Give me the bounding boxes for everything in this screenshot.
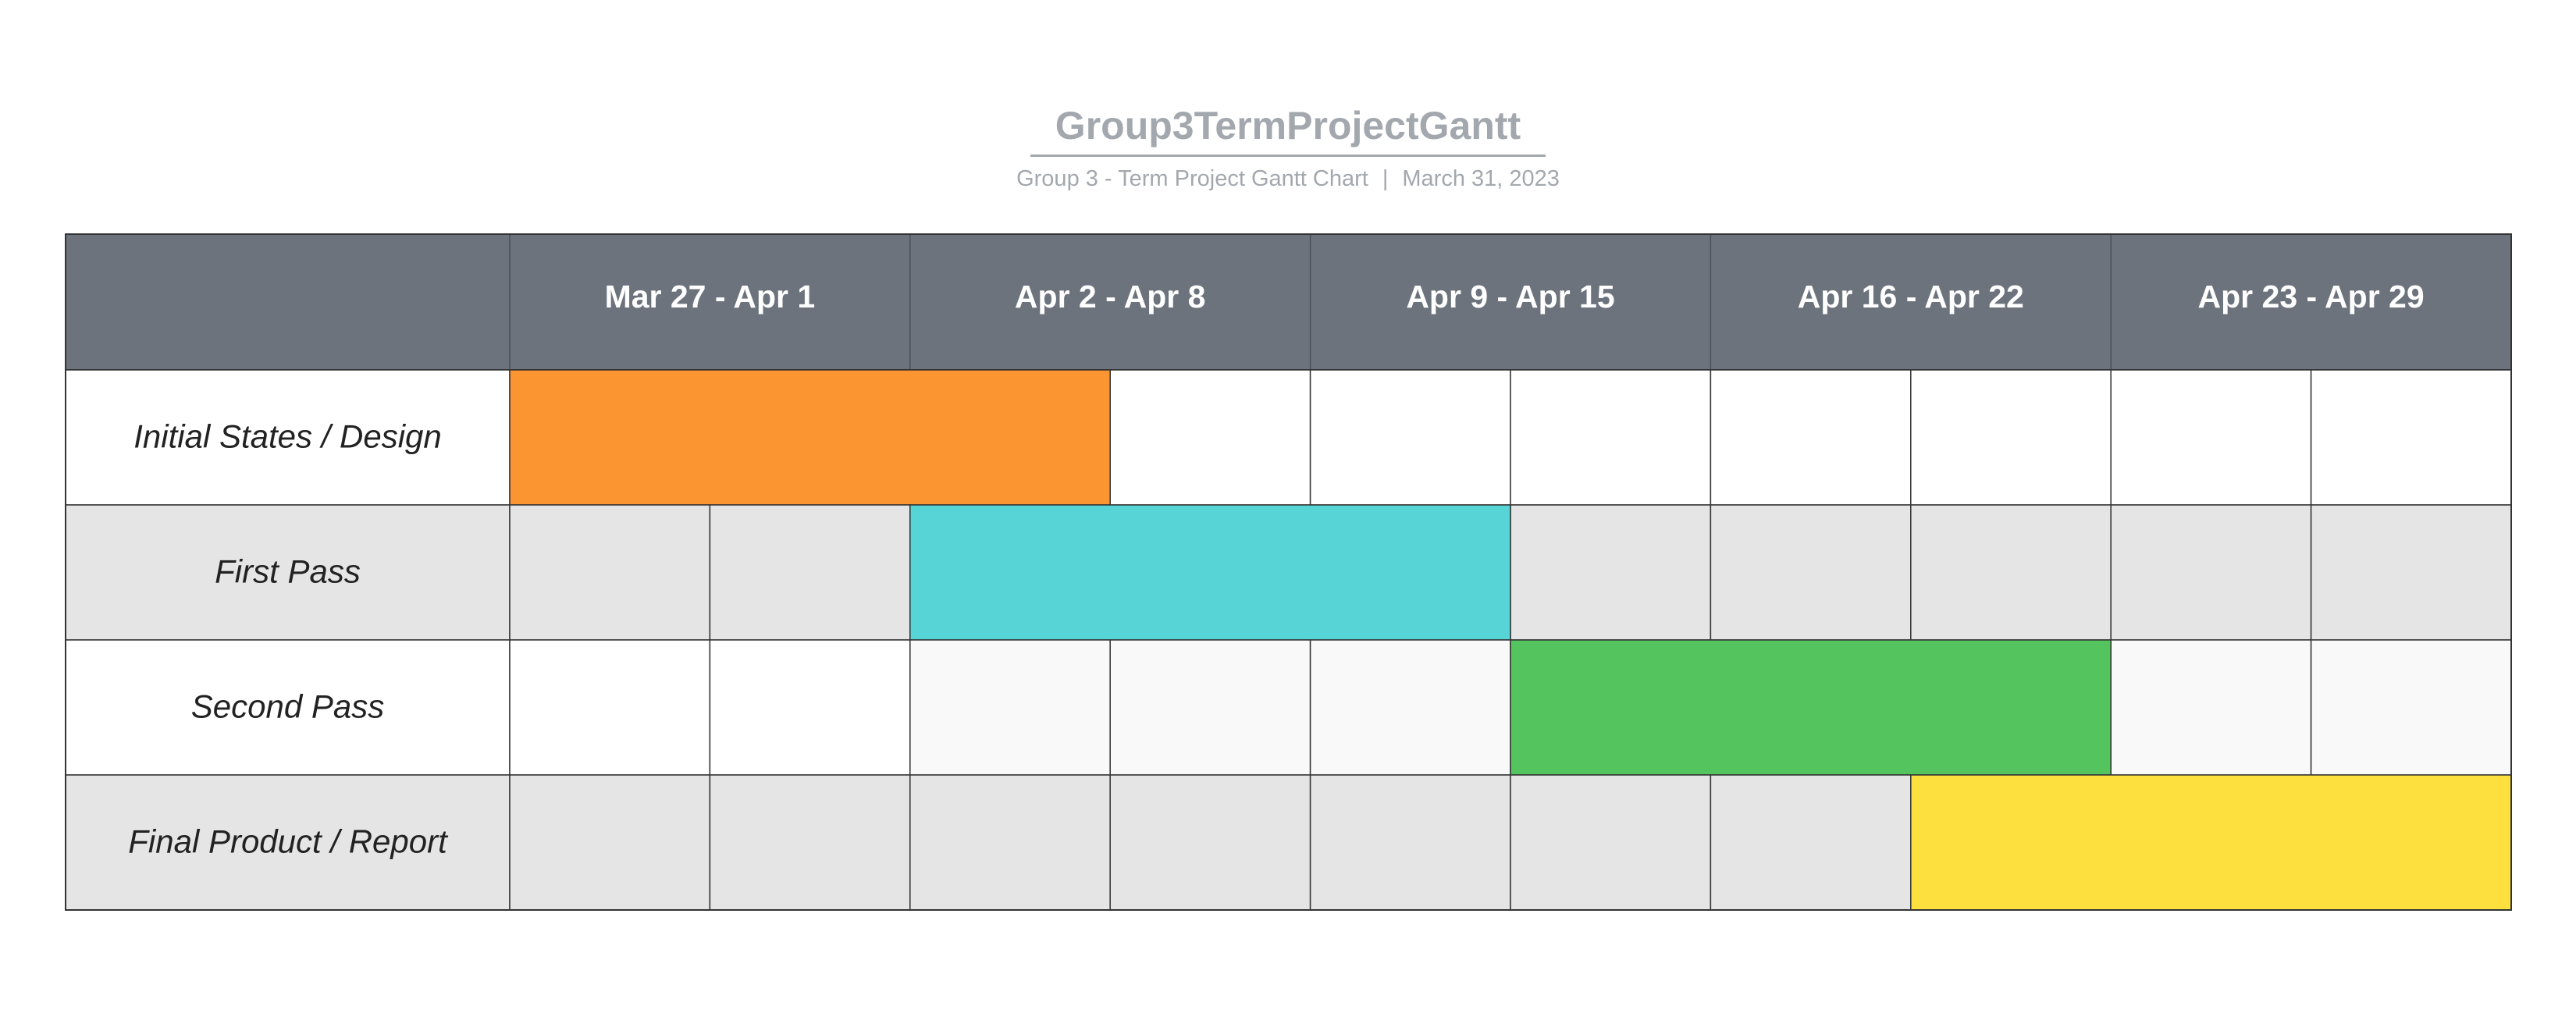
task-label: First Pass	[215, 553, 361, 590]
period-header: Apr 2 - Apr 8	[1015, 279, 1206, 315]
grid-cell	[1710, 504, 1912, 641]
chart-title: Group3TermProjectGantt	[1030, 101, 1546, 157]
grid-cell	[509, 639, 711, 776]
grid-cell	[1510, 774, 1712, 911]
grid-cell	[2110, 504, 2312, 641]
header-band	[65, 233, 2512, 371]
grid-cell	[1710, 369, 1912, 506]
grid-cell	[1109, 774, 1311, 911]
grid-cell	[1109, 639, 1311, 776]
task-label: Final Product / Report	[128, 823, 449, 860]
task-bar	[1510, 639, 2112, 776]
grid-cell	[909, 774, 1111, 911]
task-bar	[1910, 774, 2512, 911]
task-label-cell	[65, 639, 511, 776]
grid-cell	[709, 774, 911, 911]
grid-cell	[509, 504, 711, 641]
grid-cell	[1910, 504, 2112, 641]
grid-cell	[509, 774, 711, 911]
grid-cell	[2110, 369, 2312, 506]
subtitle-separator: |	[1382, 166, 1389, 191]
task-label: Initial States / Design	[133, 418, 442, 455]
grid-cell	[1309, 639, 1511, 776]
task-label: Second Pass	[191, 688, 385, 725]
task-label-cell	[65, 504, 511, 641]
grid-cell	[2310, 504, 2512, 641]
period-header: Apr 23 - Apr 29	[2198, 279, 2425, 315]
grid-cell	[1510, 369, 1712, 506]
subtitle-project: Group 3 - Term Project Gantt Chart	[1016, 166, 1368, 191]
chart-header: Group3TermProjectGantt Group 3 - Term Pr…	[0, 101, 2576, 193]
grid-cell	[1109, 369, 1311, 506]
grid-cell	[909, 639, 1111, 776]
grid-cell	[2310, 369, 2512, 506]
chart-border	[65, 233, 2512, 911]
task-label-cell	[65, 369, 511, 506]
grid-cell	[1510, 504, 1712, 641]
subtitle-date: March 31, 2023	[1402, 166, 1560, 191]
grid-cell	[2110, 639, 2312, 776]
task-bar	[509, 369, 1111, 506]
period-header: Apr 16 - Apr 22	[1798, 279, 2024, 315]
task-bar	[909, 504, 1511, 641]
task-label-cell	[65, 774, 511, 911]
chart-subtitle: Group 3 - Term Project Gantt Chart | March…	[0, 165, 2576, 193]
grid-cell	[1710, 774, 1912, 911]
grid-cell	[2310, 639, 2512, 776]
grid-cell	[1309, 369, 1511, 506]
grid-cell	[1910, 369, 2112, 506]
grid-cell	[709, 639, 911, 776]
grid-cell	[709, 504, 911, 641]
period-header: Mar 27 - Apr 1	[605, 279, 816, 315]
period-header: Apr 9 - Apr 15	[1406, 279, 1614, 315]
grid-cell	[1309, 774, 1511, 911]
